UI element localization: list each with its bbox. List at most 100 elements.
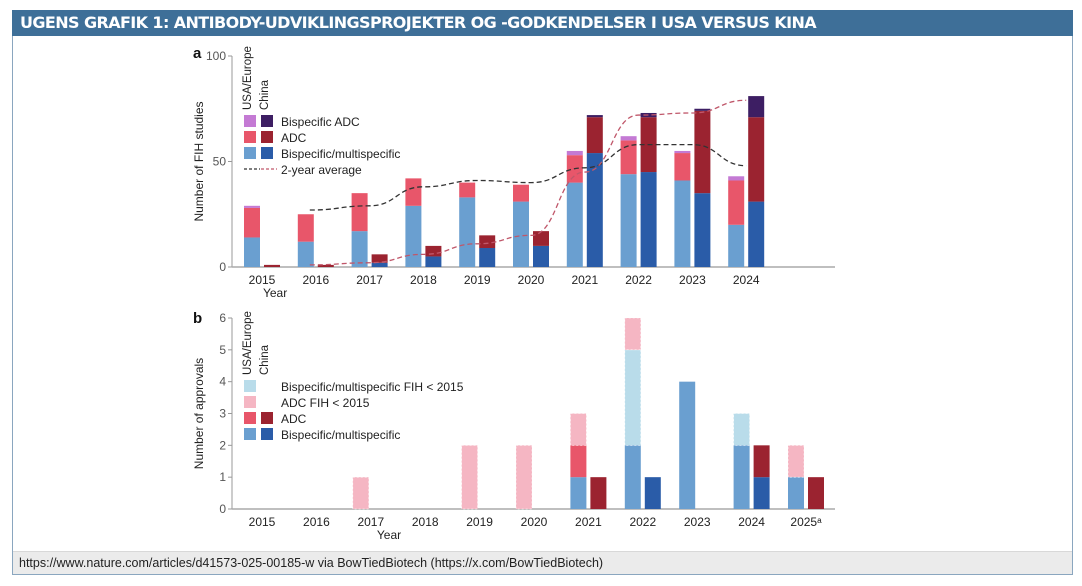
x-tick-label: 2015 (249, 515, 276, 529)
y-tick-label: 2 (219, 438, 226, 452)
x-tick-label: 2025ᵃ (790, 515, 822, 529)
x-tick-label: 2015 (249, 273, 276, 287)
bar-bispecific-multispecific-fih-2015 (733, 413, 750, 446)
bar-adc-fih-2015 (570, 413, 587, 446)
legend-entry: ADC FIH < 2015 (281, 396, 370, 410)
legend-swatch-usa (244, 396, 256, 408)
bar-bispecific-multispecific (513, 201, 529, 267)
bar-adc (570, 445, 587, 478)
legend-swatch-china (261, 412, 273, 424)
bar-bispecific-multispecific (351, 231, 368, 267)
bar-adc (694, 110, 711, 194)
bar-adc-fih-2015 (787, 445, 805, 478)
bar-adc-fih-2015 (352, 476, 370, 510)
bar-bispecific-adc (566, 150, 583, 156)
bar-adc (533, 231, 549, 246)
bar-adc (351, 193, 368, 232)
y-tick-label: 50 (213, 155, 227, 169)
bar-bispecific-adc (694, 108, 711, 111)
x-axis-label: Year (263, 286, 287, 300)
legend-group-label: USA/Europe (242, 311, 254, 375)
bar-bispecific-multispecific-fih-2015 (624, 349, 642, 446)
bar-bispecific-multispecific (620, 174, 637, 267)
bar-bispecific-multispecific (533, 245, 549, 267)
bar-bispecific-adc (674, 150, 691, 154)
bar-bispecific-multispecific (748, 201, 765, 267)
bar-bispecific-adc (640, 112, 657, 118)
legend-swatch-china (261, 428, 273, 440)
bar-adc (674, 153, 691, 181)
y-tick-label: 100 (206, 49, 226, 63)
bar-bispecific-multispecific (788, 477, 804, 509)
bar-adc (586, 117, 603, 154)
bar-adc-fih-2015 (624, 317, 642, 351)
bar-bispecific-multispecific (425, 256, 442, 267)
legend-group-label: China (259, 79, 271, 110)
bar-bispecific-multispecific (640, 172, 657, 267)
bar-bispecific-adc (586, 115, 603, 118)
bar-adc (513, 184, 529, 202)
legend-entry: Bispecific/multispecific (281, 147, 400, 161)
bar-bispecific-adc (244, 205, 260, 208)
bar-bispecific-multispecific (371, 262, 388, 267)
legend-entry: 2-year average (281, 163, 362, 177)
bar-adc (590, 477, 607, 509)
bar-bispecific-multispecific (728, 224, 745, 267)
legend-group-label: China (259, 344, 271, 375)
panel-label: a (193, 45, 202, 62)
bar-bispecific-multispecific (644, 477, 661, 509)
bar-adc (748, 117, 765, 202)
x-tick-label: 2016 (303, 515, 330, 529)
bar-adc (753, 445, 770, 478)
bar-adc (264, 264, 280, 267)
legend-entry: Bispecific/multispecific FIH < 2015 (281, 380, 464, 394)
bar-adc (728, 180, 745, 225)
y-axis-label: Number of FIH studies (192, 101, 206, 221)
bar-bispecific-multispecific (679, 381, 696, 509)
two-year-average-line (309, 143, 747, 211)
x-tick-label: 2017 (357, 515, 384, 529)
bar-adc-fih-2015 (515, 445, 533, 510)
panel-label: b (193, 310, 202, 327)
legend-entry: ADC (281, 412, 307, 426)
bar-bispecific-multispecific (244, 237, 260, 267)
y-tick-label: 0 (219, 260, 226, 274)
legend-swatch-china (261, 131, 273, 143)
x-tick-label: 2022 (629, 515, 656, 529)
x-tick-label: 2018 (410, 273, 437, 287)
source-caption: https://www.nature.com/articles/d41573-0… (13, 551, 1072, 574)
x-tick-label: 2020 (521, 515, 548, 529)
figure-title: UGENS GRAFIK 1: ANTIBODY-UDVIKLINGSPROJE… (12, 10, 1073, 36)
legend-swatch-china (261, 147, 273, 159)
x-tick-label: 2018 (412, 515, 439, 529)
bar-bispecific-multispecific (624, 445, 641, 509)
legend-entry: Bispecific/multispecific (281, 428, 400, 442)
bar-bispecific-multispecific (479, 248, 496, 267)
bar-bispecific-multispecific (586, 153, 603, 267)
x-tick-label: 2024 (738, 515, 765, 529)
bar-adc (317, 264, 334, 267)
bar-adc (479, 235, 496, 249)
bar-adc (620, 140, 637, 175)
y-axis-label: Number of approvals (192, 358, 206, 469)
x-tick-label: 2023 (684, 515, 711, 529)
x-tick-label: 2021 (575, 515, 602, 529)
bar-bispecific-adc (620, 136, 637, 141)
y-tick-label: 3 (219, 407, 226, 421)
x-tick-label: 2017 (356, 273, 383, 287)
bar-bispecific-multispecific (297, 241, 314, 267)
bar-adc-fih-2015 (461, 445, 478, 510)
x-tick-label: 2024 (733, 273, 760, 287)
legend-entry: ADC (281, 131, 307, 145)
bar-bispecific-multispecific (753, 477, 770, 509)
bar-bispecific-multispecific (733, 445, 750, 509)
bar-adc (425, 245, 442, 257)
y-tick-label: 0 (219, 502, 226, 516)
x-tick-label: 2016 (302, 273, 329, 287)
x-tick-label: 2023 (679, 273, 706, 287)
bar-adc (297, 214, 314, 242)
x-tick-label: 2019 (466, 515, 493, 529)
legend-swatch-usa (244, 412, 256, 424)
bar-adc (371, 254, 388, 263)
bar-adc (405, 178, 422, 206)
